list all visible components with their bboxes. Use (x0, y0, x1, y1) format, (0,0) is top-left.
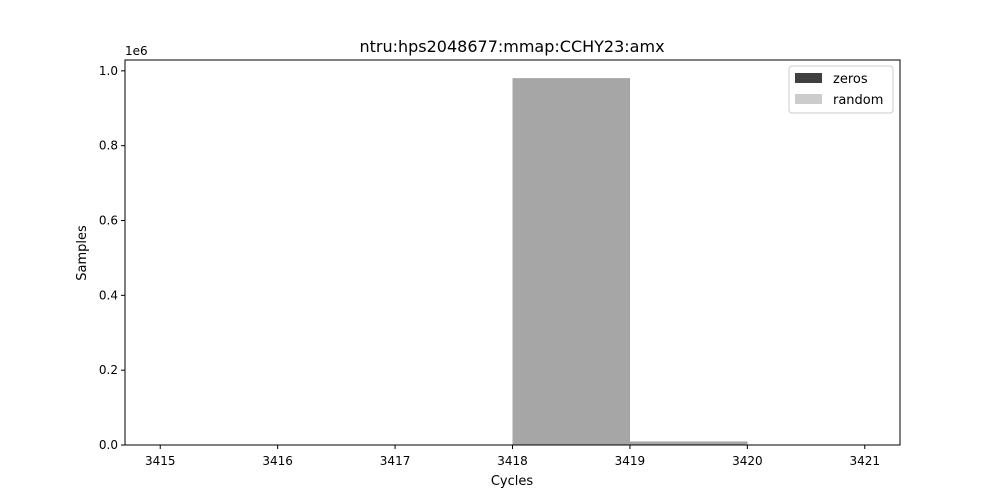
y-tick-label: 0.8 (99, 139, 118, 153)
x-tick-label: 3417 (380, 454, 411, 468)
y-axis-label: Samples (75, 225, 90, 281)
legend-label-random: random (833, 93, 883, 108)
legend-swatch-random (795, 94, 822, 104)
x-tick-label: 3418 (497, 454, 528, 468)
y-axis: 0.0 0.2 0.4 0.6 0.8 1.0 (99, 64, 125, 452)
bar-random-3418 (512, 78, 630, 445)
y-axis-scale-label: 1e6 (125, 44, 148, 58)
legend-label-zeros: zeros (833, 72, 868, 87)
x-tick-label: 3419 (615, 454, 646, 468)
y-tick-label: 0.4 (99, 288, 118, 302)
y-tick-label: 0.0 (99, 438, 118, 452)
x-tick-label: 3415 (145, 454, 176, 468)
x-axis-label: Cycles (491, 474, 534, 489)
x-tick-label: 3416 (262, 454, 293, 468)
legend-swatch-zeros (795, 73, 822, 83)
y-tick-label: 0.2 (99, 363, 118, 377)
y-tick-label: 1.0 (99, 64, 118, 78)
chart-title: ntru:hps2048677:mmap:CCHY23:amx (359, 37, 664, 56)
bars-layer (512, 78, 748, 445)
x-axis: 3415 3416 3417 3418 3419 3420 3421 (145, 445, 880, 468)
y-tick-label: 0.6 (99, 214, 118, 228)
bar-random-3419 (629, 441, 748, 445)
x-tick-label: 3420 (732, 454, 763, 468)
x-tick-label: 3421 (849, 454, 880, 468)
legend: zeros random (788, 65, 894, 114)
